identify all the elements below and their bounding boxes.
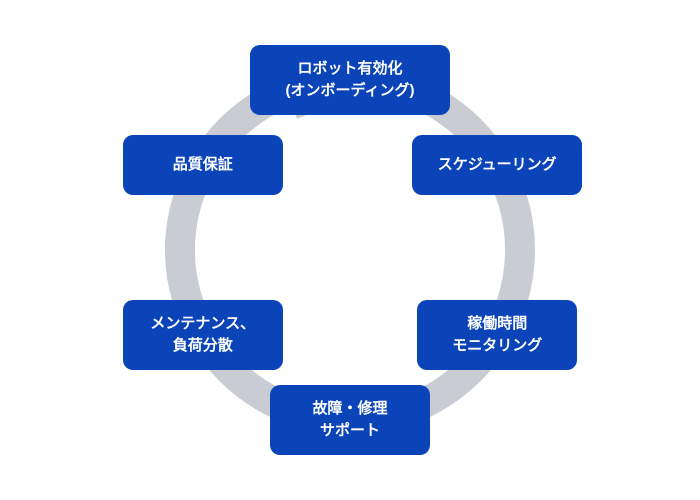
cycle-node-n4: メンテナンス、 負荷分散: [123, 300, 283, 370]
cycle-node-n5: 品質保証: [123, 135, 283, 195]
cycle-node-label: 稼働時間 モニタリング: [452, 313, 542, 357]
cycle-node-n3: 故障・修理 サポート: [270, 385, 430, 455]
cycle-node-n1: スケジューリング: [412, 135, 582, 195]
cycle-node-n2: 稼働時間 モニタリング: [417, 300, 577, 370]
cycle-diagram: ロボット有効化 (オンボーディング) スケジューリング稼働時間 モニタリング故障・…: [0, 0, 700, 500]
cycle-node-label: メンテナンス、 負荷分散: [150, 313, 255, 357]
cycle-node-label: 故障・修理 サポート: [312, 398, 387, 442]
cycle-node-label: スケジューリング: [438, 154, 557, 176]
cycle-node-label: ロボット有効化 (オンボーディング): [286, 58, 415, 102]
cycle-node-n0: ロボット有効化 (オンボーディング): [250, 45, 450, 115]
cycle-node-label: 品質保証: [173, 154, 233, 176]
